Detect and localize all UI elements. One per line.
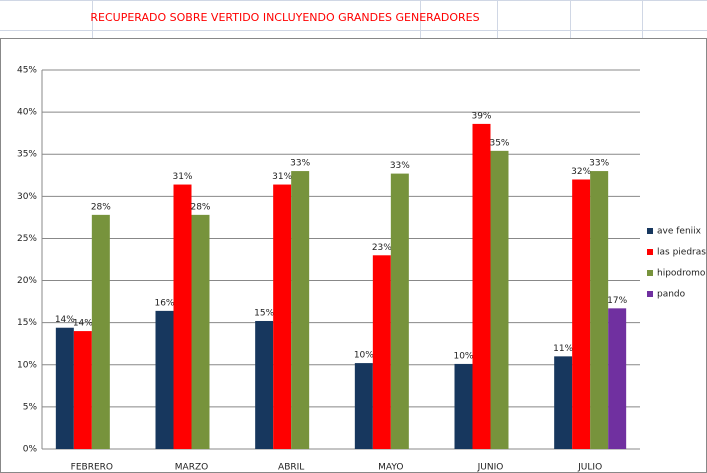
data-label: 31% xyxy=(172,172,192,182)
data-label: 33% xyxy=(390,161,410,171)
legend-label: hipodromo xyxy=(657,269,706,279)
y-tick-label: 25% xyxy=(17,234,37,244)
data-label: 10% xyxy=(354,351,374,361)
bar xyxy=(454,363,473,449)
bar xyxy=(55,327,74,449)
data-label: 33% xyxy=(589,159,609,169)
x-tick-label: JUNIO xyxy=(477,463,504,473)
bar xyxy=(173,184,192,449)
legend-swatch xyxy=(647,291,653,297)
bar xyxy=(372,255,391,449)
bar xyxy=(490,150,509,449)
y-tick-label: 40% xyxy=(17,108,37,118)
bar xyxy=(554,356,573,449)
x-tick-label: JULIO xyxy=(577,463,602,473)
bar xyxy=(191,214,210,449)
legend-label: pando xyxy=(657,290,686,300)
bar xyxy=(572,179,591,449)
y-tick-label: 35% xyxy=(17,150,37,160)
y-tick-label: 45% xyxy=(17,66,37,76)
bar xyxy=(590,171,609,450)
legend-swatch xyxy=(647,249,653,255)
data-label: 23% xyxy=(372,243,392,253)
x-tick-label: FEBRERO xyxy=(71,463,113,473)
bar xyxy=(608,308,627,449)
chart-title: RECUPERADO SOBRE VERTIDO INCLUYENDO GRAN… xyxy=(90,11,479,24)
legend-label: las piedras xyxy=(657,248,706,258)
data-label: 14% xyxy=(73,319,93,329)
bar xyxy=(291,171,310,450)
data-label: 39% xyxy=(471,111,491,121)
data-label: 32% xyxy=(571,167,591,177)
data-label: 31% xyxy=(272,172,292,182)
y-tick-label: 5% xyxy=(23,402,38,412)
x-tick-label: MAYO xyxy=(378,463,403,473)
bar xyxy=(91,214,110,449)
bar xyxy=(354,363,373,449)
data-label: 33% xyxy=(290,159,310,169)
bar xyxy=(390,173,409,450)
bar xyxy=(73,331,92,449)
y-tick-label: 30% xyxy=(17,192,37,202)
x-tick-label: MARZO xyxy=(175,463,208,473)
y-tick-label: 20% xyxy=(17,276,37,286)
y-tick-label: 0% xyxy=(23,445,38,455)
bar xyxy=(273,184,292,449)
bar xyxy=(155,310,174,449)
data-label: 28% xyxy=(190,202,210,212)
data-label: 35% xyxy=(489,138,509,148)
data-label: 14% xyxy=(55,315,75,325)
y-tick-label: 15% xyxy=(17,318,37,328)
bar xyxy=(472,123,491,449)
data-label: 28% xyxy=(91,202,111,212)
data-label: 17% xyxy=(607,296,627,306)
y-tick-label: 10% xyxy=(17,360,37,370)
data-label: 10% xyxy=(453,351,473,361)
legend-swatch xyxy=(647,270,653,276)
legend-swatch xyxy=(647,228,653,234)
legend-label: ave feniix xyxy=(657,227,702,237)
bar xyxy=(255,320,274,449)
x-tick-label: ABRIL xyxy=(278,463,304,473)
data-label: 11% xyxy=(553,344,573,354)
data-label: 15% xyxy=(254,308,274,318)
data-label: 16% xyxy=(154,298,174,308)
